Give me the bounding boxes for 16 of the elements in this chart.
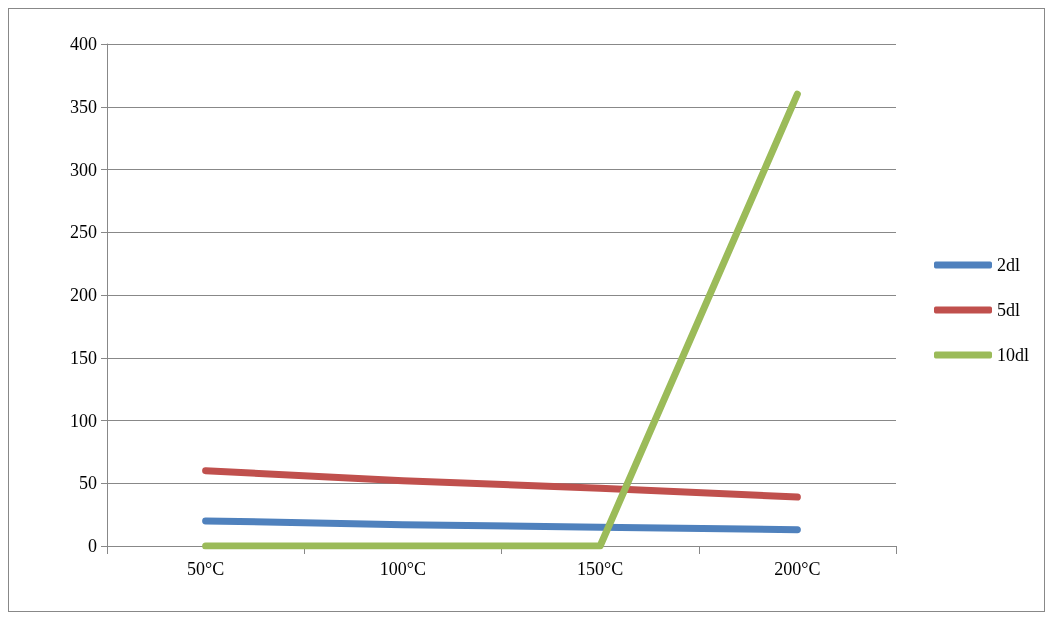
- legend-label: 10dl: [997, 345, 1030, 365]
- y-tick-label: 0: [88, 536, 97, 556]
- x-tick-label: 50°C: [187, 559, 225, 579]
- y-tick-label: 50: [79, 473, 97, 494]
- legend-label: 2dl: [997, 255, 1021, 275]
- y-tick-label: 250: [70, 222, 97, 243]
- y-tick-label: 200: [70, 285, 97, 305]
- y-tick-label: 350: [70, 96, 97, 117]
- x-tick-label: 200°C: [774, 559, 821, 579]
- y-tick-label: 300: [70, 159, 97, 180]
- y-tick-label: 400: [70, 34, 97, 54]
- legend-label: 5dl: [997, 300, 1021, 320]
- x-tick-label: 100°C: [379, 559, 426, 579]
- y-tick-label: 100: [70, 410, 97, 431]
- y-tick-label: 150: [70, 347, 97, 368]
- x-tick-label: 150°C: [577, 559, 624, 579]
